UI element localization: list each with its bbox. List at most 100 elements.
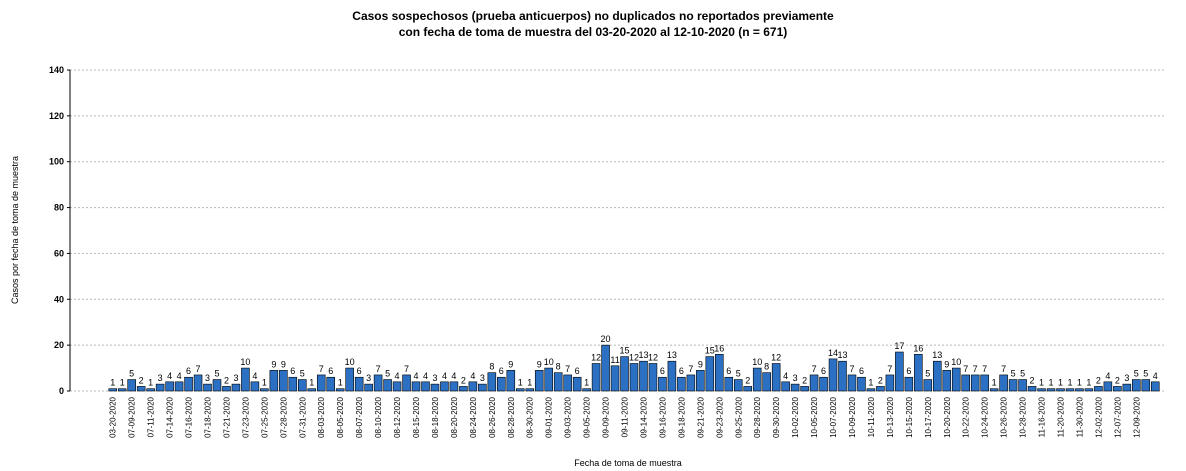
bar: [904, 376, 914, 392]
value-label: 13: [837, 350, 847, 360]
x-axis-label: Fecha de toma de muestra: [574, 458, 682, 468]
value-label: 20: [601, 334, 611, 344]
bar: [781, 381, 790, 392]
bar: [1027, 386, 1037, 392]
value-label: 10: [951, 357, 961, 367]
y-tick-label: 60: [54, 248, 64, 258]
value-label: 10: [240, 357, 250, 367]
bar: [373, 374, 383, 392]
value-label: 1: [992, 378, 997, 388]
value-label: 4: [252, 371, 257, 381]
value-label: 7: [196, 364, 201, 374]
value-label: 5: [1134, 369, 1139, 379]
bar: [335, 388, 345, 392]
bar: [819, 376, 828, 392]
value-label: 4: [167, 371, 172, 381]
value-label: 4: [395, 371, 400, 381]
value-label: 6: [660, 366, 665, 376]
value-label: 6: [859, 366, 864, 376]
bar: [553, 372, 563, 392]
x-tick-label: 10-09-2020: [848, 396, 857, 437]
x-tick-label: 08-12-2020: [393, 396, 402, 437]
value-label: 2: [878, 375, 883, 385]
bar: [951, 367, 961, 392]
value-label: 5: [1020, 369, 1025, 379]
x-tick-label: 08-24-2020: [469, 396, 478, 437]
bar: [563, 374, 572, 392]
bar: [459, 386, 468, 392]
value-label: 6: [679, 366, 684, 376]
value-label: 5: [214, 369, 219, 379]
value-label: 2: [1030, 375, 1035, 385]
bar: [544, 367, 553, 392]
x-tick-label: 08-28-2020: [507, 396, 516, 437]
value-label: 2: [1115, 375, 1120, 385]
value-label: 3: [158, 373, 163, 383]
value-label: 1: [1077, 378, 1082, 388]
value-label: 10: [544, 357, 554, 367]
bar: [307, 388, 317, 392]
bar: [866, 388, 876, 392]
x-tick-label: 08-10-2020: [374, 396, 383, 437]
value-label: 1: [1058, 378, 1063, 388]
value-label: 13: [667, 350, 677, 360]
bar: [686, 374, 696, 392]
bar: [1037, 388, 1046, 392]
bar: [961, 374, 970, 392]
bar: [942, 370, 952, 392]
value-label: 1: [309, 378, 314, 388]
y-axis-label: Casos por fecha de toma de muestra: [10, 156, 20, 304]
bar: [155, 383, 165, 392]
value-label: 2: [1096, 375, 1101, 385]
bar: [1122, 383, 1132, 392]
bar: [620, 356, 629, 392]
value-label: 1: [518, 378, 523, 388]
bar: [497, 376, 506, 392]
bar: [1018, 379, 1027, 392]
bar: [193, 374, 203, 392]
value-label: 4: [783, 371, 788, 381]
x-tick-label: 10-13-2020: [886, 396, 895, 437]
y-tick-label: 120: [49, 111, 64, 121]
bar: [478, 383, 487, 392]
bar: [582, 388, 591, 392]
bar: [250, 381, 260, 392]
y-tick-label: 140: [49, 65, 64, 75]
bar: [1065, 388, 1075, 392]
x-tick-label: 08-20-2020: [450, 396, 459, 437]
value-label: 4: [1153, 371, 1158, 381]
value-label: 8: [489, 362, 494, 372]
value-label: 7: [565, 364, 570, 374]
bar: [449, 381, 459, 392]
x-tick-label: 08-03-2020: [317, 396, 326, 437]
bar: [136, 386, 146, 392]
value-label: 4: [1105, 371, 1110, 381]
x-tick-label: 08-26-2020: [488, 396, 497, 437]
bar: [184, 376, 193, 392]
value-label: 6: [328, 366, 333, 376]
x-tick-label: 08-15-2020: [412, 396, 421, 437]
value-label: 10: [752, 357, 762, 367]
x-tick-label: 10-17-2020: [924, 396, 933, 437]
bar: [1150, 381, 1160, 392]
bar: [487, 372, 497, 392]
x-tick-label: 11-16-2020: [1038, 396, 1047, 437]
x-tick-label: 07-18-2020: [204, 396, 213, 437]
x-tick-label: 09-05-2020: [583, 396, 592, 437]
value-label: 10: [345, 357, 355, 367]
value-label: 1: [1039, 378, 1044, 388]
bar: [809, 374, 819, 392]
bar: [1075, 388, 1084, 392]
value-label: 7: [404, 364, 409, 374]
bar: [1084, 388, 1094, 392]
value-label: 5: [129, 369, 134, 379]
value-label: 9: [944, 359, 949, 369]
bar: [895, 351, 904, 392]
value-label: 4: [470, 371, 475, 381]
bar: [231, 383, 241, 392]
x-tick-label: 07-11-2020: [147, 396, 156, 437]
bar: [1094, 386, 1103, 392]
x-tick-label: 07-14-2020: [166, 396, 175, 437]
bar: [260, 388, 269, 392]
bar: [506, 370, 516, 392]
